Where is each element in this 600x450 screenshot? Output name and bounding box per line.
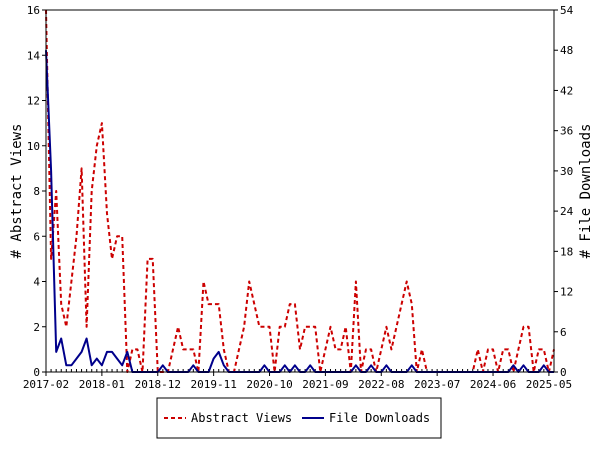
x-tick-label: 2017-02 [23, 378, 69, 391]
right-axis-ticks: 0 6 12 18 24 30 36 42 48 54 [554, 4, 574, 379]
x-tick-label: 2019-11 [190, 378, 236, 391]
right-tick-label: 42 [560, 84, 573, 97]
right-tick-label: 36 [560, 125, 573, 138]
left-tick-label: 10 [27, 140, 40, 153]
left-tick-label: 14 [27, 49, 41, 62]
left-tick-label: 8 [33, 185, 40, 198]
right-tick-label: 18 [560, 245, 573, 258]
legend-label-abstract-views: Abstract Views [191, 411, 292, 425]
legend-box [156, 397, 442, 439]
x-tick-label: 2018-01 [79, 378, 125, 391]
legend-label-file-downloads: File Downloads [329, 411, 430, 425]
right-tick-label: 6 [560, 326, 567, 339]
left-axis-ticks: 0 2 4 6 8 10 12 14 16 [27, 4, 46, 379]
series-layer [45, 9, 555, 373]
y2-axis-title: # File Downloads [578, 124, 594, 259]
x-tick-label: 2023-07 [414, 378, 460, 391]
right-tick-label: 54 [560, 4, 574, 17]
left-tick-label: 6 [33, 230, 40, 243]
left-tick-label: 0 [33, 366, 40, 379]
plot-frame [45, 9, 555, 373]
x-tick-label: 2025-05 [526, 378, 572, 391]
left-tick-label: 12 [27, 95, 40, 108]
left-tick-label: 16 [27, 4, 40, 17]
right-tick-label: 30 [560, 165, 573, 178]
legend: Abstract Views File Downloads [156, 397, 442, 439]
x-tick-label: 2018-12 [135, 378, 181, 391]
x-tick-label: 2021-09 [302, 378, 348, 391]
series-line-file-downloads [45, 50, 554, 373]
left-tick-label: 4 [33, 276, 40, 289]
x-tick-label: 2024-06 [470, 378, 516, 391]
right-tick-label: 0 [560, 366, 567, 379]
right-tick-label: 12 [560, 286, 573, 299]
right-tick-label: 48 [560, 44, 573, 57]
left-tick-label: 2 [33, 321, 40, 334]
series-line-abstract-views [45, 9, 555, 373]
x-tick-label: 2022-08 [358, 378, 404, 391]
right-tick-label: 24 [560, 205, 574, 218]
y-axis-title: # Abstract Views [9, 124, 25, 259]
x-axis-ticks: 2017-02 2018-01 2018-12 2019-11 2020-10 2021-… [23, 369, 572, 391]
x-tick-label: 2020-10 [246, 378, 292, 391]
